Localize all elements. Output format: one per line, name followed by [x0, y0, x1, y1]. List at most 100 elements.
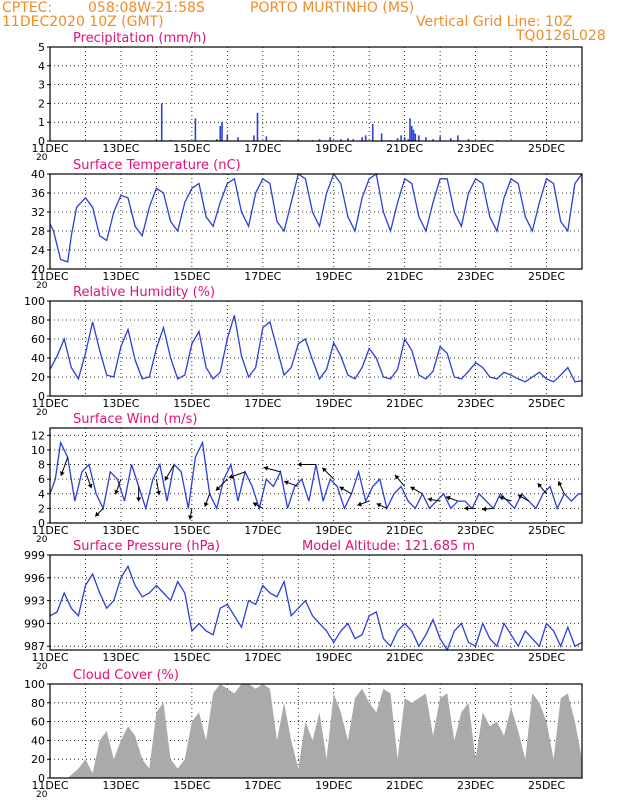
- press-x-tick-label: 17DEC: [244, 651, 281, 664]
- wind-arrowhead: [395, 474, 400, 480]
- precip-bar: [297, 139, 300, 141]
- precip-bar: [439, 136, 441, 141]
- press-x-tick-label: 13DEC: [102, 651, 139, 664]
- rh-x-tick-label: 25DEC: [528, 397, 565, 410]
- temp-y-tick-label: 20: [31, 263, 45, 276]
- wind-arrowhead: [263, 465, 269, 471]
- rh-y-tick-label: 60: [31, 333, 45, 346]
- cloud-x-cut-label: 20: [36, 790, 48, 800]
- precip-bar: [160, 103, 163, 141]
- press-y-tick-label: 999: [24, 549, 45, 562]
- wind-y-tick-label: 10: [31, 444, 45, 457]
- rh-x-tick-label: 13DEC: [102, 397, 139, 410]
- station-coordinates: 058:08W-21:58S: [88, 0, 205, 16]
- cloud-x-tick-label: 13DEC: [102, 779, 139, 792]
- wind-arrowhead: [252, 502, 258, 507]
- run-date: 11DEC2020 10Z (GMT): [2, 14, 164, 30]
- cloud-y-tick-label: 100: [24, 678, 45, 691]
- wind-arrowhead: [114, 489, 120, 495]
- cloud-x-tick-label: 25DEC: [528, 779, 565, 792]
- precip-bar: [412, 129, 415, 141]
- rh-y-tick-label: 80: [31, 314, 45, 327]
- rh-line: [49, 315, 583, 383]
- press-line: [49, 564, 583, 652]
- precip-x-tick-label: 25DEC: [528, 142, 565, 155]
- press-frame: [49, 554, 583, 651]
- precip-bar: [215, 139, 218, 141]
- precip-bar: [329, 137, 331, 141]
- press-title: Surface Pressure (hPa): [73, 539, 220, 554]
- precip-bar: [194, 118, 197, 141]
- cloud-y-tick-label: 0: [38, 772, 45, 785]
- precip-bar: [432, 139, 434, 141]
- precip-bar: [352, 139, 355, 141]
- rh-y-tick-label: 40: [31, 352, 45, 365]
- rh-y-tick-label: 20: [31, 371, 45, 384]
- temp-y-tick-label: 36: [31, 187, 45, 200]
- press-x-cut-label: 20: [36, 662, 48, 672]
- wind-y-tick-label: 0: [38, 517, 45, 530]
- cloud-x-tick-label: 23DEC: [457, 779, 494, 792]
- model-id: TQ0126L028: [516, 28, 606, 44]
- rh-frame: [49, 300, 583, 397]
- wind-x-tick-label: 23DEC: [457, 524, 494, 537]
- temp-y-tick-label: 28: [31, 225, 45, 238]
- wind-arrowhead: [59, 471, 65, 476]
- wind-arrowhead: [284, 480, 289, 486]
- press-x-tick-label: 19DEC: [315, 651, 352, 664]
- rh-x-tick-label: 17DEC: [244, 397, 281, 410]
- vertical-grid-note: Vertical Grid Line: 10Z: [416, 14, 573, 30]
- press-x-tick-label: 15DEC: [173, 651, 210, 664]
- precip-bar: [425, 137, 427, 141]
- wind-y-tick-label: 6: [38, 473, 45, 486]
- press-x-tick-label: 23DEC: [457, 651, 494, 664]
- cloud-x-tick-label: 21DEC: [386, 779, 423, 792]
- precip-x-tick-label: 21DEC: [386, 142, 423, 155]
- press-x-tick-label: 21DEC: [386, 651, 423, 664]
- wind-x-tick-label: 11DEC: [31, 524, 68, 537]
- wind-arrowhead: [136, 497, 142, 502]
- source-label: CPTEC:: [2, 0, 53, 16]
- wind-arrowhead: [357, 501, 362, 507]
- cloud-y-tick-label: 80: [31, 697, 45, 710]
- rh-x-tick-label: 19DEC: [315, 397, 352, 410]
- precip-y-tick-label: 4: [38, 60, 45, 73]
- precip-y-tick-label: 1: [38, 116, 45, 129]
- wind-title: Surface Wind (m/s): [73, 412, 197, 427]
- cloud-x-tick-label: 19DEC: [315, 779, 352, 792]
- rh-x-tick-label: 11DEC: [31, 397, 68, 410]
- temp-x-tick-label: 11DEC: [31, 270, 68, 283]
- rh-x-tick-label: 15DEC: [173, 397, 210, 410]
- precip-bar: [318, 139, 321, 141]
- precip-bar: [403, 137, 406, 141]
- wind-arrowhead: [481, 506, 487, 512]
- temp-y-tick-label: 40: [31, 168, 45, 181]
- rh-y-tick-label: 100: [24, 295, 45, 308]
- press-y-tick-label: 987: [24, 640, 45, 653]
- precip-bar: [380, 133, 383, 141]
- precip-frame: [49, 46, 583, 142]
- precip-bar: [407, 139, 410, 141]
- wind-x-tick-label: 13DEC: [102, 524, 139, 537]
- cloud-y-tick-label: 40: [31, 734, 45, 747]
- rh-y-tick-label: 0: [38, 390, 45, 403]
- precip-bar: [253, 135, 255, 141]
- wind-arrowhead: [322, 467, 327, 473]
- wind-arrowhead: [203, 502, 209, 507]
- precip-bar: [449, 138, 452, 141]
- press-altitude-label: Model Altitude: 121.685 m: [302, 539, 475, 554]
- precip-x-cut-label: 20: [36, 153, 48, 163]
- temp-line: [49, 172, 583, 263]
- wind-arrowhead: [339, 486, 345, 492]
- precip-bar: [364, 135, 367, 141]
- press-y-tick-label: 993: [24, 595, 45, 608]
- precip-bar: [418, 135, 420, 141]
- precip-bar: [409, 118, 411, 141]
- precip-bar: [396, 138, 399, 141]
- wind-arrowhead: [376, 502, 382, 508]
- press-x-tick-label: 25DEC: [528, 651, 565, 664]
- header: CPTEC: 058:08W-21:58S PORTO MURTINHO (MS…: [0, 0, 618, 44]
- cloud-y-tick-label: 60: [31, 716, 45, 729]
- precip-x-tick-label: 15DEC: [173, 142, 210, 155]
